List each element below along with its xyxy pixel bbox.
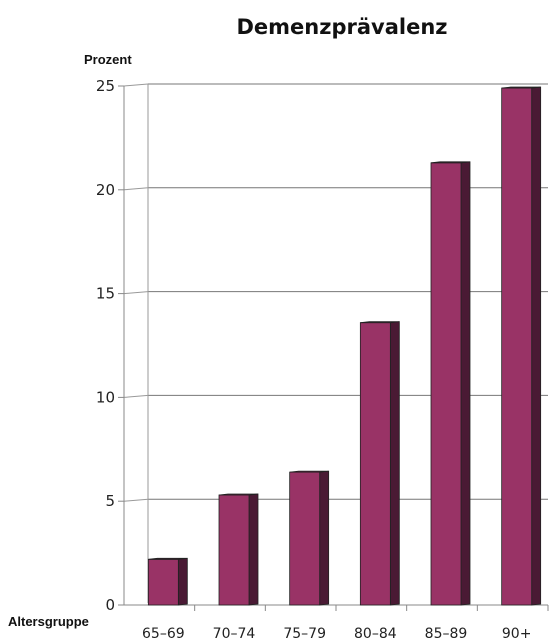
grid-diagonal: [123, 83, 149, 87]
y-tick-label: 10: [96, 388, 115, 406]
bar-side: [460, 161, 471, 606]
grid-lines: [123, 83, 548, 502]
y-tick-label: 5: [105, 492, 115, 510]
bars: [147, 86, 542, 606]
bar-top: [148, 557, 188, 560]
x-tick-label: 65–69: [142, 626, 185, 642]
bar-85–89: [430, 161, 471, 606]
bar-top: [430, 161, 471, 164]
bar: [501, 87, 533, 606]
bar-65–69: [147, 557, 188, 606]
bar-90+: [501, 86, 542, 606]
x-tick-label: 70–74: [213, 626, 256, 642]
y-tick-label: 20: [96, 181, 115, 199]
bar-side: [531, 86, 542, 606]
grid-diagonal: [123, 394, 149, 398]
bar-side: [389, 321, 400, 606]
grid-diagonal: [123, 291, 149, 295]
x-axis-label: Altersgruppe: [8, 614, 89, 629]
bar: [430, 162, 462, 606]
y-tick-label: 0: [105, 596, 115, 614]
bar-side: [248, 493, 259, 606]
bar: [147, 558, 179, 606]
bar-top: [218, 493, 259, 496]
bar: [359, 322, 391, 606]
bar-70–74: [218, 493, 259, 606]
x-tick-labels: 65–69 70–74 75–79 80–84 85–89 90+: [142, 626, 531, 642]
bar-side: [319, 470, 330, 606]
chart-title: Demenzprävalenz: [236, 15, 447, 39]
bar-top: [360, 321, 400, 324]
bar-top: [501, 86, 541, 89]
bar-top: [289, 470, 329, 473]
bar-75–79: [289, 470, 330, 606]
x-tick-label: 85–89: [425, 626, 468, 642]
y-tick-label: 25: [96, 77, 115, 95]
bar: [289, 471, 321, 606]
y-tick-labels: 0 5 10 15 20 25: [96, 77, 115, 614]
bar-80–84: [359, 321, 400, 606]
axes: [118, 84, 549, 611]
grid-diagonal: [123, 187, 149, 191]
y-axis-label: Prozent: [84, 52, 132, 67]
grid-diagonal: [123, 498, 149, 502]
bar: [218, 494, 250, 606]
y-tick-label: 15: [96, 285, 115, 303]
x-tick-label: 80–84: [354, 626, 397, 642]
x-tick-label: 90+: [502, 626, 532, 642]
x-tick-label: 75–79: [283, 626, 326, 642]
bar-side: [177, 557, 188, 606]
